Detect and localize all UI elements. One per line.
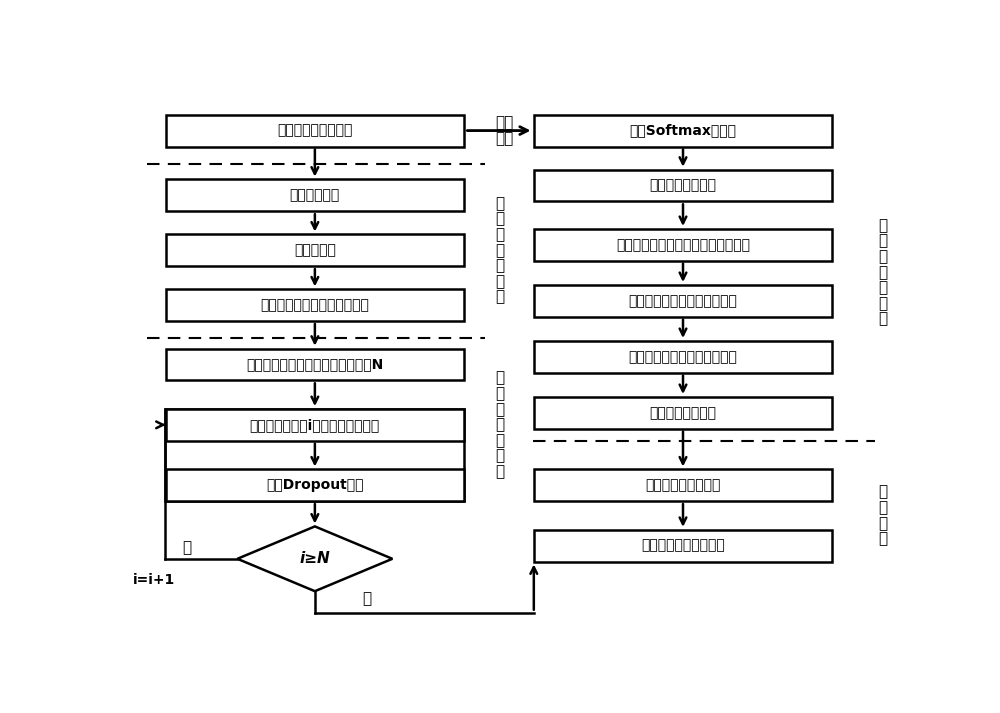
Bar — [166, 235, 464, 266]
Text: 根据梯度下降法修改各层权重: 根据梯度下降法修改各层权重 — [629, 350, 737, 364]
Text: 训练Softmax分类器: 训练Softmax分类器 — [630, 123, 736, 138]
Bar — [534, 397, 832, 429]
Text: 前向传播训练第i层网络，更新参数: 前向传播训练第i层网络，更新参数 — [250, 418, 380, 432]
Bar — [166, 115, 464, 146]
Bar — [534, 469, 832, 501]
Bar — [534, 229, 832, 261]
Text: 数
据
预
处
理
过
程: 数 据 预 处 理 过 程 — [495, 196, 505, 304]
Text: 将分类结果与实际结果进行误差对比: 将分类结果与实际结果进行误差对比 — [616, 237, 750, 252]
Text: 获取原始的数据信号: 获取原始的数据信号 — [277, 123, 353, 138]
Text: 否: 否 — [182, 540, 192, 555]
Bar — [534, 285, 832, 317]
Bar — [166, 349, 464, 380]
Text: 是: 是 — [362, 591, 371, 606]
Text: 获取
数据: 获取 数据 — [495, 116, 514, 146]
Bar — [534, 170, 832, 201]
Text: 获得最优网络参数: 获得最优网络参数 — [650, 406, 716, 420]
Bar — [166, 289, 464, 321]
Text: i=i+1: i=i+1 — [133, 573, 176, 587]
Bar — [534, 115, 832, 146]
Text: 测
试
过
程: 测 试 过 程 — [878, 485, 887, 546]
Text: i≥N: i≥N — [300, 551, 330, 566]
Bar — [166, 469, 464, 501]
Text: 归一化处理: 归一化处理 — [294, 243, 336, 257]
Text: 初设参数，确定网络隐藏层的层数N: 初设参数，确定网络隐藏层的层数N — [246, 357, 384, 371]
Text: 输入测试集进行测试: 输入测试集进行测试 — [645, 478, 721, 492]
Text: 输出测试结果进行对比: 输出测试结果进行对比 — [641, 538, 725, 553]
Bar — [534, 341, 832, 373]
Text: 数据简单处理: 数据简单处理 — [290, 188, 340, 202]
Text: 网
络
预
训
练
过
程: 网 络 预 训 练 过 程 — [495, 371, 505, 479]
Text: 网
络
预
训
练
过
程: 网 络 预 训 练 过 程 — [878, 218, 887, 327]
Bar — [166, 180, 464, 211]
Bar — [166, 409, 464, 441]
Bar — [534, 530, 832, 562]
Bar — [165, 409, 464, 501]
Text: 将样本划分为训练集与测试集: 将样本划分为训练集与测试集 — [260, 298, 369, 312]
Text: 输出训练分类结果: 输出训练分类结果 — [650, 178, 716, 193]
Text: 利用反向传播将误差逐层反馈: 利用反向传播将误差逐层反馈 — [629, 294, 737, 308]
Text: 更新Dropout参数: 更新Dropout参数 — [266, 478, 364, 492]
Polygon shape — [237, 526, 392, 591]
